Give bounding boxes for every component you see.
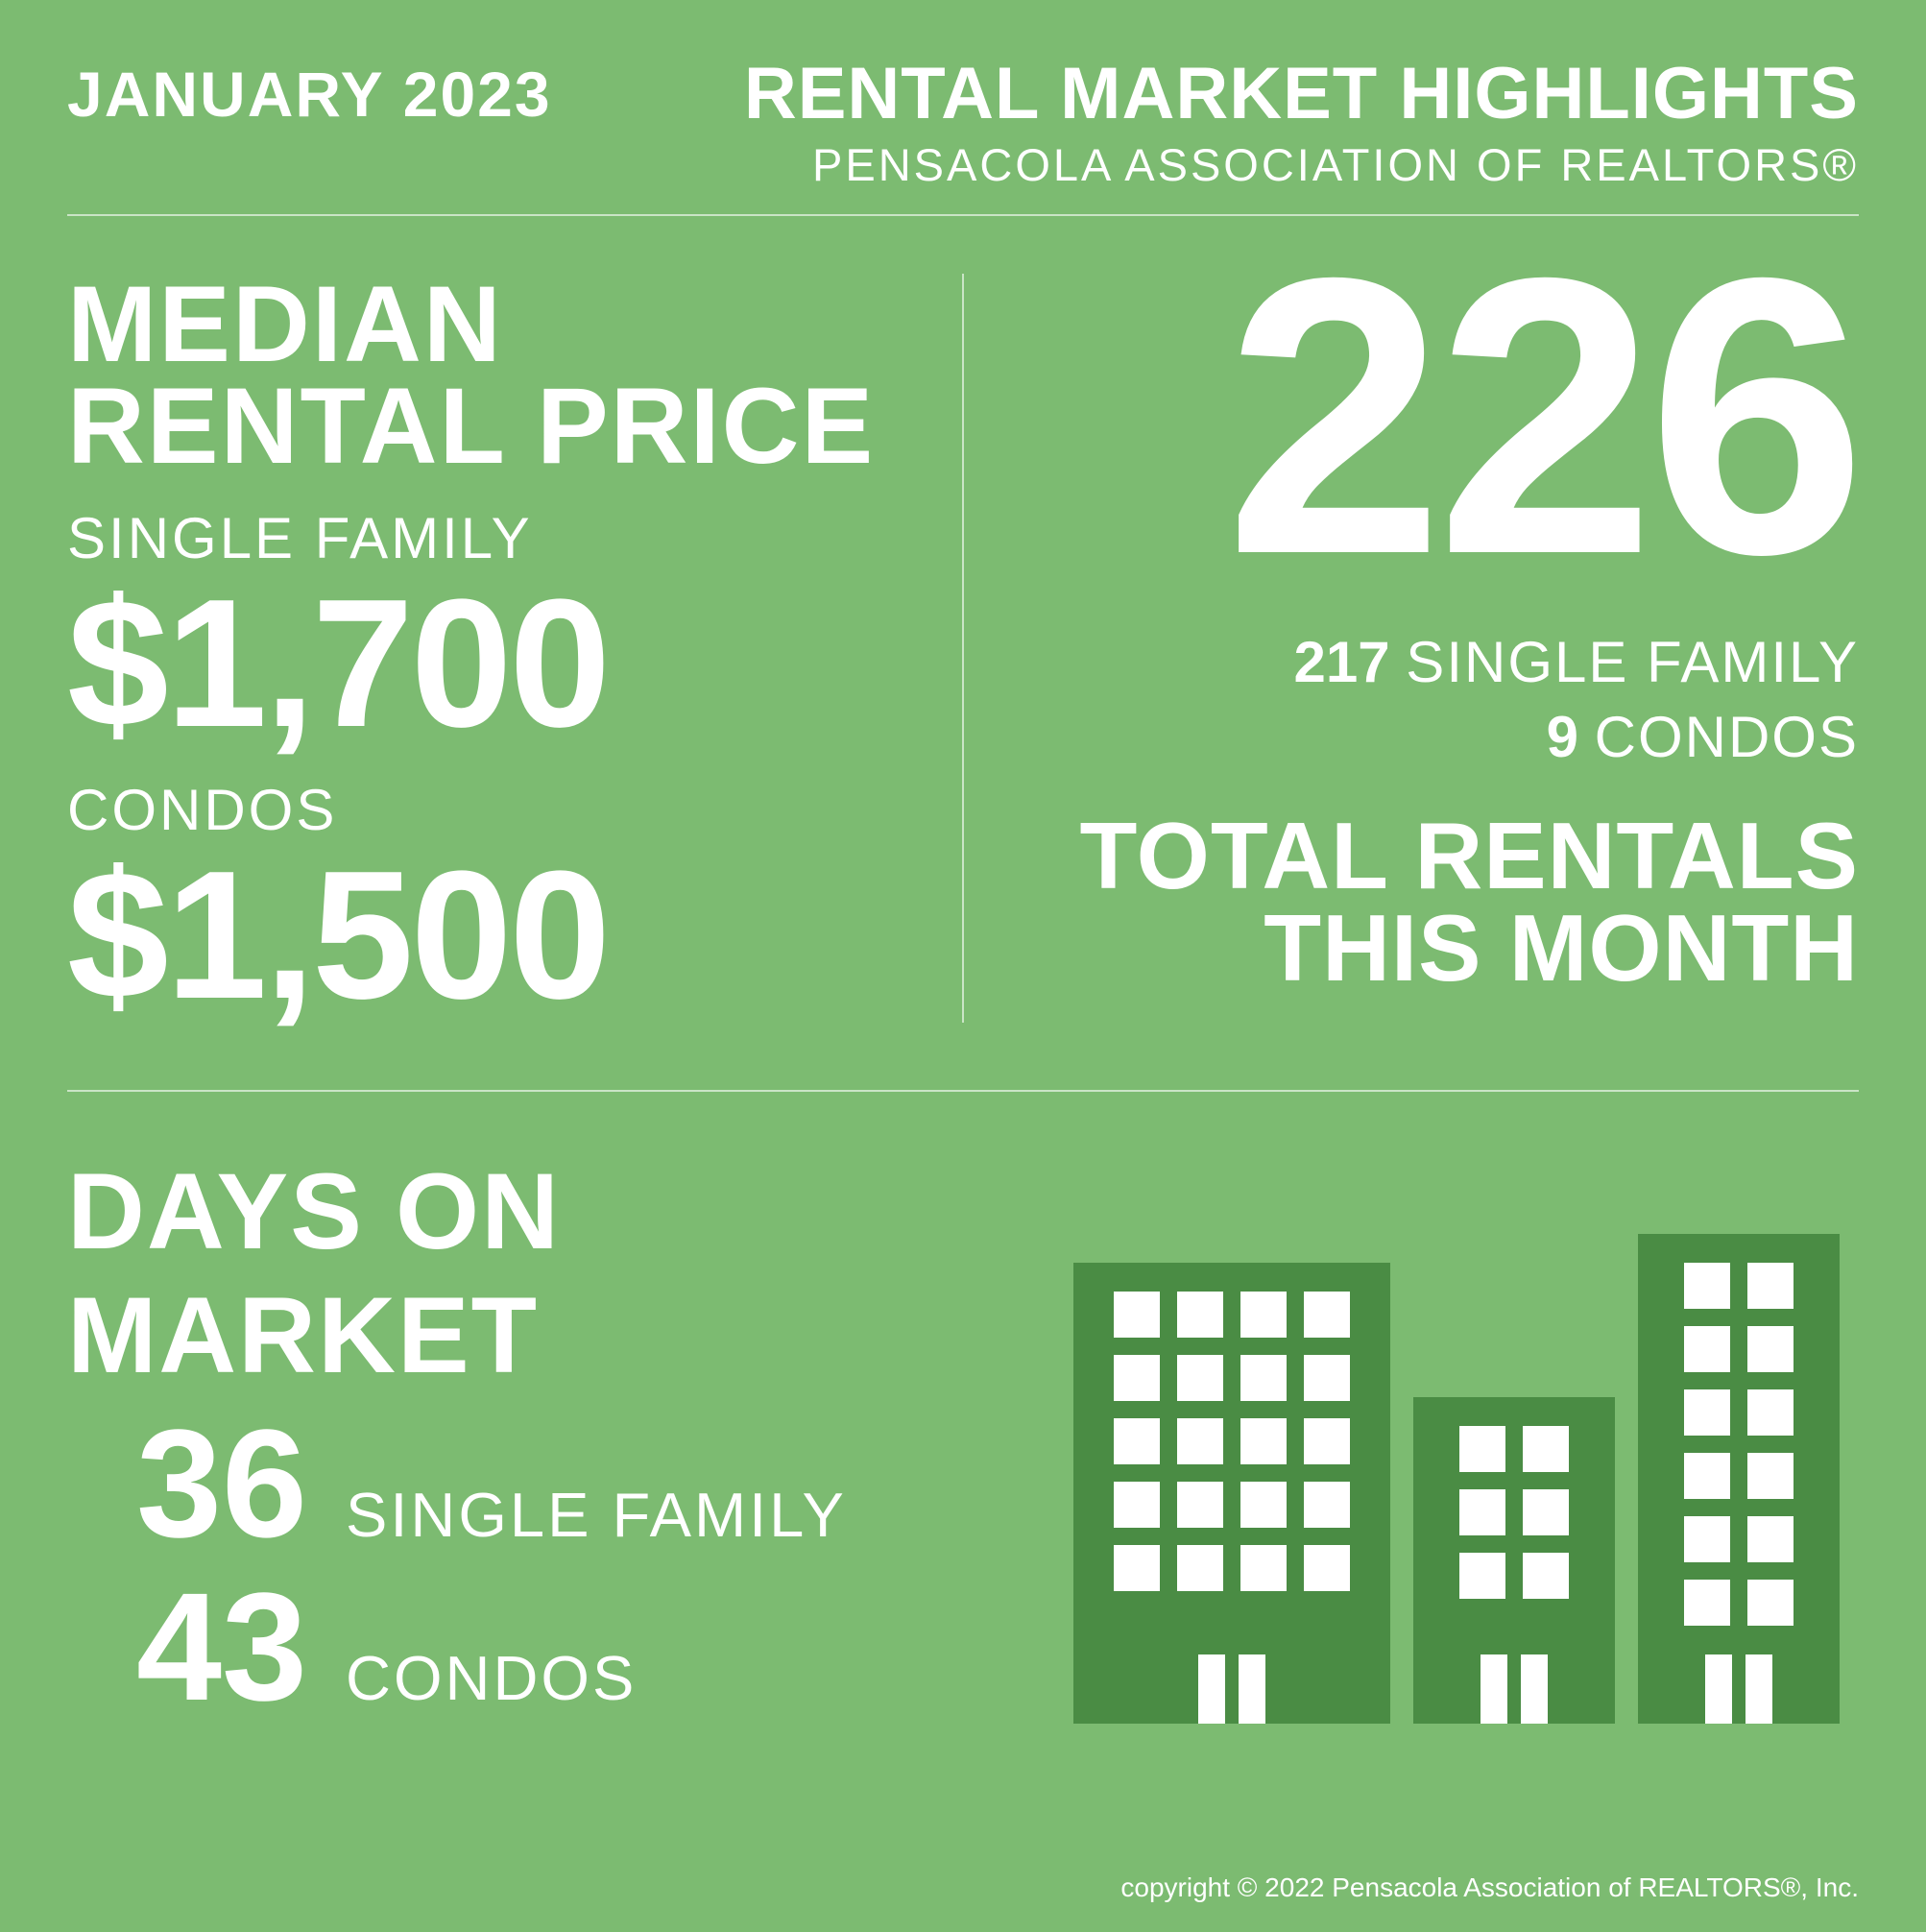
days-on-market-panel: DAYS ON MARKET 36 SINGLE FAMILY 43 CONDO… [67,1149,953,1724]
building-icon-3 [1638,1234,1840,1724]
header-title: RENTAL MARKET HIGHLIGHTS [744,58,1859,131]
copyright-text: copyright © 2022 Pensacola Association o… [1120,1872,1859,1903]
header: JANUARY 2023 RENTAL MARKET HIGHLIGHTS PE… [67,58,1859,216]
total-rentals-number: 226 [1002,254,1859,577]
total-label-line1: TOTAL RENTALS [1002,809,1859,902]
median-sf-price: $1,700 [67,577,924,751]
dom-sf-label: SINGLE FAMILY [346,1479,847,1551]
building-icon-1 [1073,1263,1390,1724]
total-sf-count: 217 [1294,630,1390,694]
total-sf-label: SINGLE FAMILY [1406,630,1859,694]
buildings-illustration [953,1149,1859,1724]
dom-heading: DAYS ON MARKET [67,1149,953,1397]
dom-condo-label: CONDOS [346,1642,637,1714]
total-rentals-panel: 226 217 SINGLE FAMILY 9 CONDOS TOTAL REN… [964,274,1859,1023]
total-condo-label: CONDOS [1595,705,1859,769]
total-condo-count: 9 [1547,705,1578,769]
median-heading-line2: RENTAL PRICE [67,375,924,477]
total-label-line2: THIS MONTH [1002,902,1859,994]
median-price-panel: MEDIAN RENTAL PRICE SINGLE FAMILY $1,700… [67,274,964,1023]
header-subtitle: PENSACOLA ASSOCIATION OF REALTORS® [744,138,1859,191]
dom-condo-value: 43 [67,1570,307,1724]
median-heading-line1: MEDIAN [67,274,924,375]
median-condo-price: $1,500 [67,849,924,1023]
building-icon-2 [1413,1397,1615,1724]
dom-sf-value: 36 [67,1407,307,1560]
report-date: JANUARY 2023 [67,58,552,191]
